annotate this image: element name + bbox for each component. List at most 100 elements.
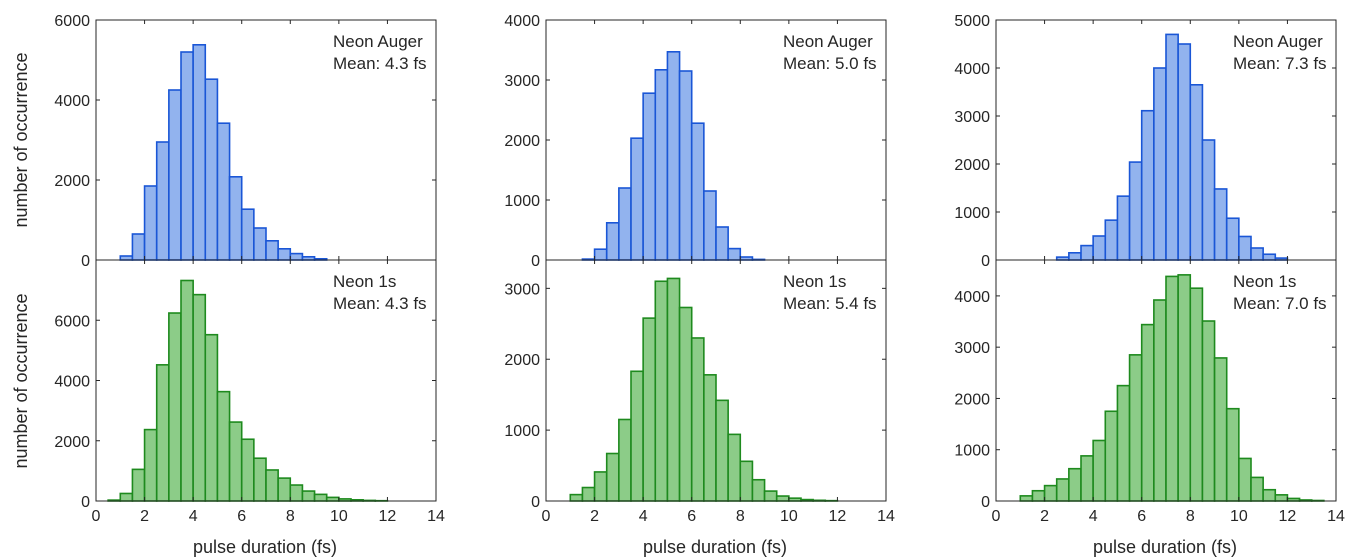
annotation-dataset: Neon Auger — [1233, 32, 1323, 51]
histogram-bar — [703, 190, 717, 261]
y-tick-label: 2000 — [54, 173, 90, 190]
histogram-bar — [192, 293, 207, 502]
annotation-mean: Mean: 7.3 fs — [1233, 54, 1327, 73]
histogram-bar — [1262, 488, 1277, 502]
histogram-bar — [228, 176, 243, 261]
y-tick-label: 4000 — [54, 374, 90, 391]
histogram-bar — [289, 484, 304, 502]
histogram-bar — [605, 222, 620, 261]
histogram-bar — [1116, 384, 1131, 502]
y-tick-label: 1000 — [504, 423, 540, 440]
histogram-bar — [618, 187, 632, 261]
histogram-bar — [119, 255, 134, 261]
xlabel-middle: pulse duration (fs) — [643, 537, 787, 557]
histogram-bar — [727, 247, 742, 261]
histogram-bar — [642, 317, 657, 502]
histogram-bar — [1068, 252, 1082, 261]
histogram-bar — [228, 421, 243, 502]
histogram-bar — [1092, 235, 1107, 261]
annotation-mean: Mean: 7.0 fs — [1233, 294, 1327, 313]
y-tick-label: 0 — [81, 253, 90, 270]
histogram-bar — [119, 492, 134, 502]
histogram-bar — [630, 137, 644, 261]
histogram-bar — [1201, 139, 1216, 261]
histogram-bar — [569, 493, 584, 502]
ylabel-bottom: number of occurrence — [11, 293, 31, 468]
histogram-bar — [1213, 357, 1228, 502]
histogram-bar — [216, 122, 231, 261]
histogram-bar — [143, 428, 158, 502]
histogram-bar — [325, 496, 340, 502]
histogram-bar — [155, 364, 170, 502]
histogram-bar — [690, 337, 705, 502]
histogram-bar — [155, 141, 170, 261]
histogram-bar — [666, 50, 681, 261]
y-tick-label: 4000 — [954, 61, 990, 78]
histogram-bar — [1080, 455, 1094, 502]
y-tick-label: 0 — [531, 253, 540, 270]
y-tick-label: 0 — [81, 494, 90, 511]
y-tick-label: 1000 — [504, 193, 540, 210]
histogram-bar — [1043, 484, 1058, 502]
panel-bottom-middle: 0 1000 2000 3000 0 2 4 6 8 10 12 14 Neon 1s Mean: 5.4… — [504, 259, 895, 525]
histogram-bar — [289, 252, 304, 261]
x-tick-label: 10 — [1230, 508, 1248, 525]
histogram-bar — [727, 433, 742, 502]
histogram-bar — [253, 457, 267, 502]
histogram-bar — [642, 92, 657, 261]
panel-top-middle: 0 1000 2000 3000 4000 Neon Auger Mean: 5.0 fs — [504, 13, 887, 270]
histogram-bar — [678, 70, 693, 261]
xlabel-right: pulse duration (fs) — [1093, 537, 1237, 557]
histogram-bar — [1177, 274, 1192, 502]
x-tick-label: 0 — [542, 508, 551, 525]
x-tick-label: 12 — [829, 508, 847, 525]
y-tick-label: 3000 — [954, 109, 990, 126]
y-tick-label: 4000 — [54, 93, 90, 110]
y-tick-label: 0 — [981, 494, 990, 511]
x-tick-label: 4 — [1089, 508, 1098, 525]
histogram-bar — [1019, 495, 1034, 502]
histogram-bar — [1165, 33, 1179, 261]
y-tick-label: 3000 — [954, 340, 990, 357]
y-tick-label: 2000 — [504, 133, 540, 150]
histogram-bar — [1250, 476, 1264, 502]
histogram-bar — [277, 248, 292, 261]
histogram-bar — [180, 279, 194, 502]
histogram-bar — [1140, 109, 1155, 261]
histogram-bar — [654, 280, 669, 502]
x-tick-label: 8 — [1186, 508, 1195, 525]
x-tick-label: 4 — [189, 508, 198, 525]
histogram-bar — [277, 477, 292, 502]
histogram-bar — [265, 240, 279, 261]
histogram-bar — [168, 312, 182, 502]
y-tick-label: 5000 — [954, 13, 990, 30]
x-tick-label: 0 — [92, 508, 101, 525]
histogram-bar — [204, 333, 219, 502]
x-tick-label: 4 — [639, 508, 648, 525]
xlabel-left: pulse duration (fs) — [193, 537, 337, 557]
annotation-mean: Mean: 4.3 fs — [333, 294, 427, 313]
x-tick-label: 0 — [992, 508, 1001, 525]
histogram-bar — [1238, 457, 1252, 502]
annotation-mean: Mean: 4.3 fs — [333, 54, 427, 73]
y-tick-label: 1000 — [954, 205, 990, 222]
y-tick-label: 3000 — [504, 281, 540, 298]
x-tick-label: 6 — [237, 508, 246, 525]
histogram-bar — [1055, 478, 1070, 502]
y-tick-label: 2000 — [954, 157, 990, 174]
x-tick-label: 6 — [687, 508, 696, 525]
histogram-bar — [630, 370, 644, 502]
histogram-bar — [1225, 407, 1240, 502]
histogram-bar — [763, 490, 778, 502]
histogram-bar — [1274, 494, 1289, 502]
annotation-mean: Mean: 5.4 fs — [783, 294, 877, 313]
histogram-bar — [593, 248, 608, 261]
histogram-bar — [715, 226, 729, 261]
histogram-bar — [1104, 410, 1119, 502]
histogram-bar — [1128, 161, 1143, 261]
x-tick-label: 14 — [877, 508, 895, 525]
annotation-dataset: Neon 1s — [1233, 272, 1296, 291]
panel-top-left: 0 2000 4000 6000 Neon Auger Mean: 4.3 fs — [54, 13, 437, 270]
axes-frame — [545, 259, 887, 502]
panel-bottom-right: 0 1000 2000 3000 4000 0 2 4 6 8 10 12 14 Neon 1s Mean:… — [954, 259, 1345, 525]
